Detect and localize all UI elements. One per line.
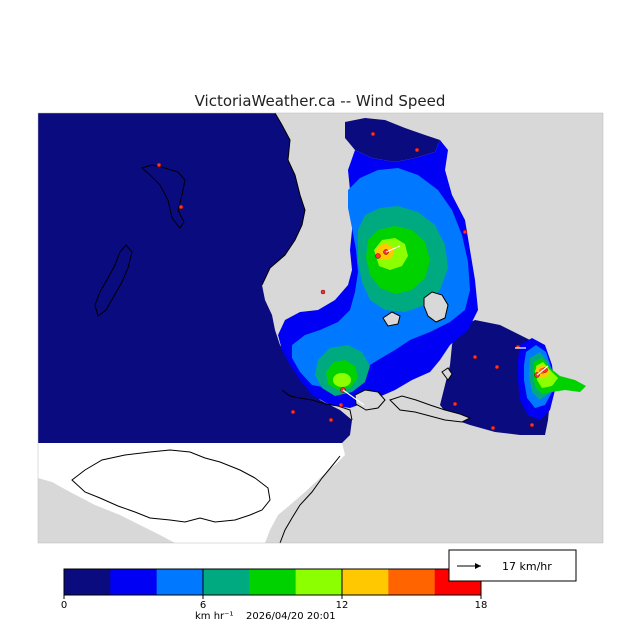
land-pocket-5: [441, 367, 453, 381]
station-marker[interactable]: [452, 401, 458, 407]
colorbar-segment: [295, 569, 343, 595]
station-marker[interactable]: [178, 204, 184, 210]
colorbar-segment: [342, 569, 389, 595]
coast-outline-south: [281, 389, 353, 421]
station-marker[interactable]: [156, 162, 162, 168]
colorbar-tick-label: 12: [336, 600, 349, 611]
island-outline-west-1: [94, 244, 133, 317]
land-pocket-2: [382, 311, 401, 327]
station-markers: [156, 131, 548, 431]
colorbar: [63, 568, 482, 599]
wind-field-lime-south: [333, 373, 351, 387]
station-marker[interactable]: [462, 229, 468, 235]
land-pocket-4: [354, 389, 386, 411]
colorbar-segment: [388, 569, 435, 595]
map-title: VictoriaWeather.ca -- Wind Speed: [195, 92, 446, 110]
map-timestamp: 2026/04/20 20:01: [246, 611, 336, 622]
island-outline-west-2: [140, 164, 186, 229]
station-marker[interactable]: [490, 425, 496, 431]
colorbar-units: km hr⁻¹: [195, 611, 233, 622]
land-pocket-3: [389, 395, 472, 423]
coast-line-right: [279, 455, 341, 544]
island-outline: [71, 449, 271, 523]
colorbar-segment: [156, 569, 204, 595]
map-frame: [37, 112, 604, 544]
station-marker[interactable]: [494, 364, 500, 370]
station-marker[interactable]: [370, 131, 376, 137]
station-marker[interactable]: [414, 147, 420, 153]
wind-vector-arrow: [342, 389, 365, 406]
wind-field-navy-west: [38, 113, 352, 443]
land-pocket-1: [423, 291, 449, 323]
wind-vector-arrow: [536, 365, 549, 376]
wind-vectors: [342, 245, 549, 406]
wind-vector-arrow: [385, 245, 401, 253]
land-inlet: [262, 250, 350, 312]
station-marker[interactable]: [338, 402, 344, 408]
colorbar-tick-label: 0: [61, 600, 67, 611]
colorbar-tick-label: 6: [200, 600, 206, 611]
colorbar-segment: [110, 569, 157, 595]
station-marker[interactable]: [290, 409, 296, 415]
station-marker[interactable]: [328, 417, 334, 423]
station-marker[interactable]: [320, 289, 326, 295]
colorbar-segment: [249, 569, 296, 595]
colorbar-segment: [64, 569, 111, 595]
vector-legend: 17 km/hr: [448, 549, 577, 582]
vector-legend-label: 17 km/hr: [502, 560, 552, 573]
coast-outline-main: [261, 112, 306, 286]
station-marker[interactable]: [472, 354, 478, 360]
station-marker[interactable]: [375, 253, 381, 259]
colorbar-ticks: 0 6 12 18: [61, 600, 488, 611]
colorbar-tick-label: 18: [475, 600, 488, 611]
colorbar-segment: [203, 569, 250, 595]
arrow-head-icon: [475, 563, 481, 569]
station-marker[interactable]: [529, 422, 535, 428]
